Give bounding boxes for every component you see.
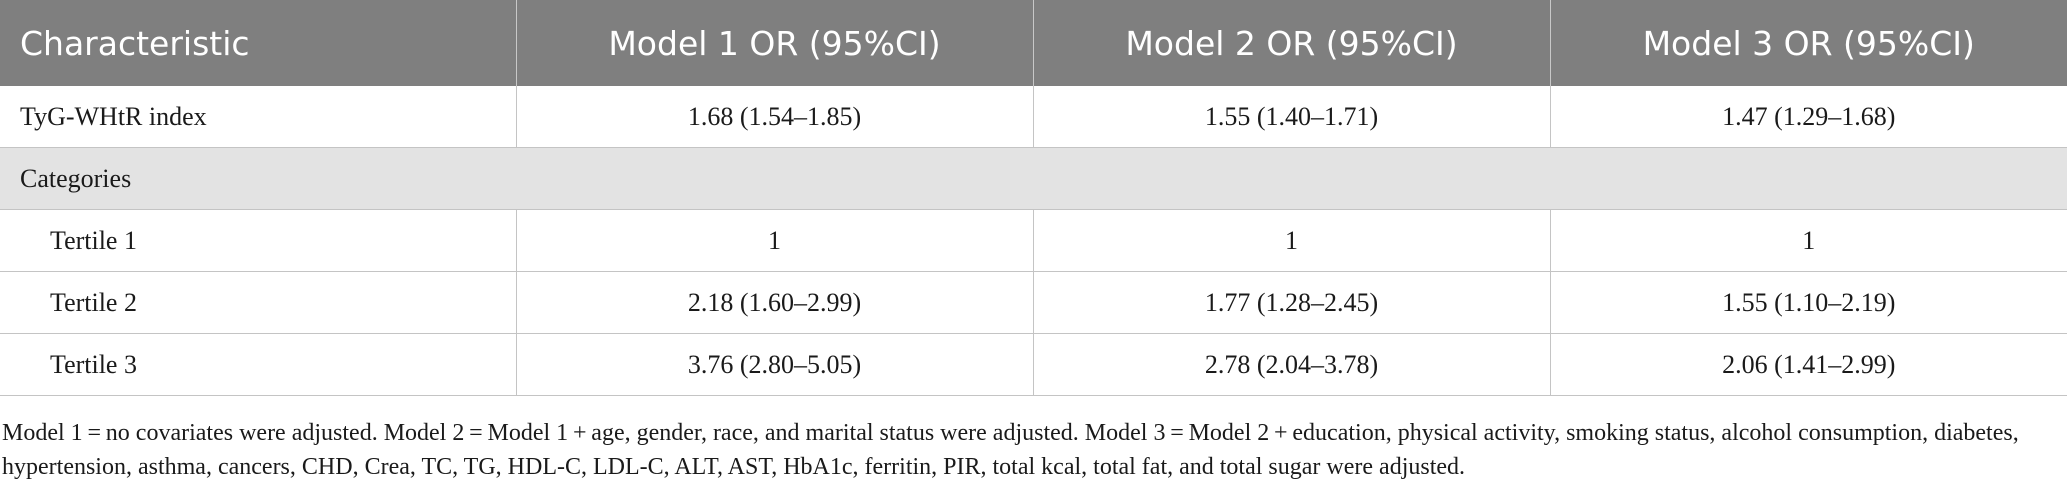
column-header-model-1: Model 1 OR (95%CI) [516,0,1034,86]
column-header-model-2: Model 2 OR (95%CI) [1033,0,1551,86]
row-label-tertile-2: Tertile 2 [0,271,517,334]
cell-model-3: 2.06 (1.41–2.99) [1550,333,2067,396]
results-table-container: Characteristic Model 1 OR (95%CI) Model … [0,0,2067,396]
cell-model-2: 1 [1033,209,1551,272]
table-header-row: Characteristic Model 1 OR (95%CI) Model … [0,0,2067,86]
cell-model-1: 3.76 (2.80–5.05) [516,333,1034,396]
table-row: Tertile 1 1 1 1 [0,209,2067,272]
section-row-categories: Categories [0,147,2067,210]
table-row: Tertile 3 3.76 (2.80–5.05) 2.78 (2.04–3.… [0,333,2067,396]
cell-model-3: 1 [1550,209,2067,272]
column-header-characteristic: Characteristic [0,0,517,86]
odds-ratio-table: Characteristic Model 1 OR (95%CI) Model … [0,0,2067,396]
row-label-tyg-whtr-index: TyG-WHtR index [0,86,517,148]
column-header-model-3: Model 3 OR (95%CI) [1550,0,2067,86]
cell-model-3: 1.47 (1.29–1.68) [1550,86,2067,148]
cell-model-2: 2.78 (2.04–3.78) [1033,333,1551,396]
cell-model-1: 2.18 (1.60–2.99) [516,271,1034,334]
cell-model-2: 1.55 (1.40–1.71) [1033,86,1551,148]
table-row: TyG-WHtR index 1.68 (1.54–1.85) 1.55 (1.… [0,86,2067,148]
table-row: Tertile 2 2.18 (1.60–2.99) 1.77 (1.28–2.… [0,271,2067,334]
cell-model-1: 1.68 (1.54–1.85) [516,86,1034,148]
section-label: Categories [0,147,2067,210]
row-label-tertile-1: Tertile 1 [0,209,517,272]
row-label-tertile-3: Tertile 3 [0,333,517,396]
cell-model-3: 1.55 (1.10–2.19) [1550,271,2067,334]
cell-model-2: 1.77 (1.28–2.45) [1033,271,1551,334]
table-footnote: Model 1 = no covariates were adjusted. M… [2,420,2019,480]
cell-model-1: 1 [516,209,1034,272]
